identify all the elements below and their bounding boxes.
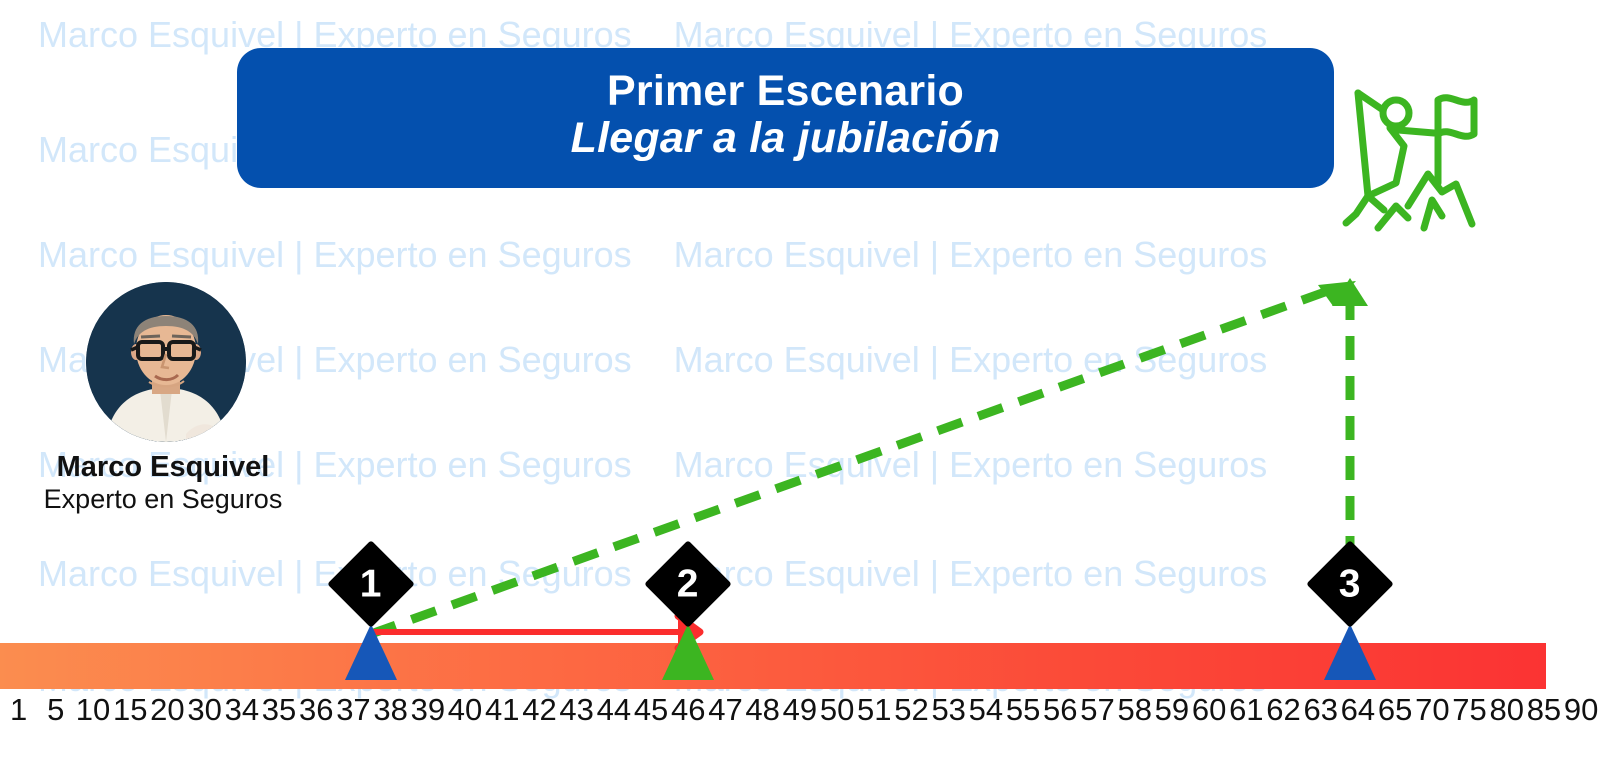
- marker-triangle: [1324, 624, 1376, 680]
- axis-tick-54: 54: [968, 692, 1004, 727]
- axis-tick-42: 42: [522, 692, 557, 727]
- axis-tick-39: 39: [410, 692, 446, 727]
- axis-tick-46: 46: [671, 692, 706, 727]
- axis-tick-48: 48: [745, 692, 780, 727]
- axis-tick-64: 64: [1340, 692, 1376, 727]
- watermark-text: Marco Esquivel | Experto en Seguros: [673, 234, 1268, 275]
- axis-tick-20: 20: [150, 692, 185, 727]
- axis-tick-30: 30: [187, 692, 222, 727]
- axis-tick-37: 37: [336, 692, 371, 727]
- axis-tick-10: 10: [75, 692, 111, 727]
- axis-tick-1: 1: [9, 692, 28, 727]
- axis-tick-45: 45: [633, 692, 669, 727]
- marker-diamond: 1: [327, 540, 415, 628]
- timeline-marker-2[interactable]: 2: [644, 540, 732, 680]
- watermark-text: Marco Esquivel | Experto en Seguros: [38, 234, 632, 275]
- axis-tick-44: 44: [596, 692, 632, 727]
- axis-tick-5: 5: [47, 692, 65, 727]
- axis-tick-57: 57: [1080, 692, 1115, 727]
- marker-label: 2: [677, 562, 699, 606]
- timeline-gradient-bar: [0, 643, 1546, 689]
- marker-triangle: [662, 624, 714, 680]
- axis-tick-55: 55: [1005, 692, 1041, 727]
- green-diagonal-dashed-arrow: [369, 281, 1356, 639]
- axis-tick-80: 80: [1489, 692, 1524, 727]
- axis-tick-85: 85: [1526, 692, 1562, 727]
- marker-diamond: 3: [1306, 540, 1394, 628]
- axis-tick-40: 40: [447, 692, 483, 727]
- marker-label: 1: [360, 562, 382, 606]
- axis-tick-49: 49: [782, 692, 818, 727]
- axis-tick-50: 50: [819, 692, 855, 727]
- axis-tick-38: 38: [373, 692, 408, 727]
- mountain-climber-with-flag-icon: [1338, 88, 1498, 288]
- axis-tick-41: 41: [485, 692, 520, 727]
- axis-tick-34: 34: [224, 692, 260, 727]
- author-role: Experto en Seguros: [43, 483, 283, 514]
- axis-tick-47: 47: [708, 692, 743, 727]
- axis-tick-62: 62: [1266, 692, 1301, 727]
- marker-diamond: 2: [644, 540, 732, 628]
- author-card: Marco Esquivel Experto en Seguros: [18, 282, 318, 515]
- axis-tick-61: 61: [1229, 692, 1264, 727]
- watermark-text: Marco Esquivel | Experto en Seguros: [673, 339, 1268, 380]
- marker-triangle: [345, 624, 397, 680]
- axis-tick-90: 90: [1563, 692, 1599, 727]
- axis-tick-15: 15: [112, 692, 148, 727]
- watermark-text: Marco Esquivel | Experto en Seguros: [673, 444, 1268, 485]
- axis-tick-75: 75: [1452, 692, 1487, 727]
- axis-tick-65: 65: [1377, 692, 1413, 727]
- axis-tick-36: 36: [298, 692, 334, 727]
- author-name: Marco Esquivel: [56, 451, 270, 483]
- avatar: [86, 282, 246, 442]
- timeline-axis: 1 5 10 15 20 30 34 35 36 37 38 39 40 41 42 43 44 45 46 47 48…: [0, 692, 1600, 740]
- timeline-marker-1[interactable]: 1: [327, 540, 415, 680]
- axis-tick-51: 51: [857, 692, 892, 727]
- banner-title-line-1: Primer Escenario: [607, 66, 964, 115]
- marker-label: 3: [1339, 562, 1361, 606]
- timeline-marker-3[interactable]: 3: [1306, 540, 1394, 680]
- axis-tick-58: 58: [1117, 692, 1152, 727]
- axis-tick-60: 60: [1191, 692, 1227, 727]
- watermark-text: Marco Esquivel | Experto en Seguros: [673, 553, 1268, 594]
- axis-tick-59: 59: [1154, 692, 1190, 727]
- title-banner: Primer Escenario Llegar a la jubilación: [237, 48, 1334, 188]
- axis-tick-63: 63: [1303, 692, 1338, 727]
- axis-tick-43: 43: [559, 692, 594, 727]
- axis-tick-52: 52: [894, 692, 929, 727]
- banner-title-line-2: Llegar a la jubilación: [570, 113, 1001, 162]
- axis-tick-56: 56: [1043, 692, 1078, 727]
- axis-tick-53: 53: [931, 692, 966, 727]
- axis-tick-35: 35: [261, 692, 297, 727]
- axis-tick-70: 70: [1415, 692, 1450, 727]
